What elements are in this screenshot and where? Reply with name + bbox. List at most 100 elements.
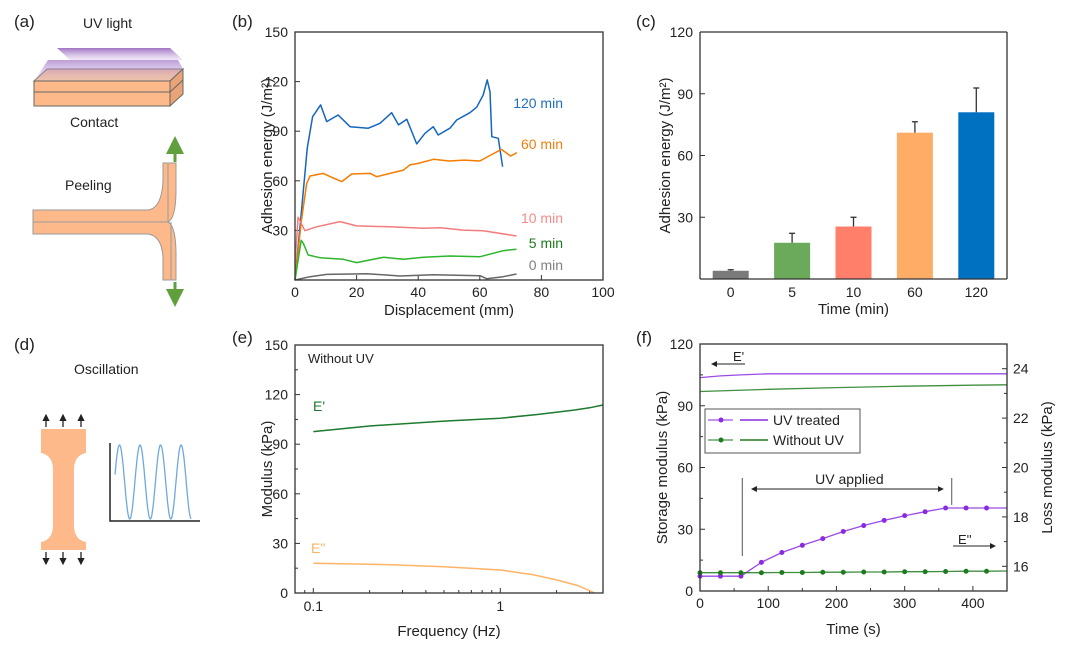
data-point-without-uv-loss bbox=[984, 568, 990, 574]
y-tick-label: 60 bbox=[272, 173, 288, 189]
data-point-without-uv-loss bbox=[922, 569, 928, 575]
data-point-without-uv-loss bbox=[799, 569, 805, 575]
chart-f: (f) 0 30 60 90 120 16 18 20 22 24 0 100 200 300 400 Time… bbox=[636, 328, 1056, 638]
series-label-0-min: 0 min bbox=[529, 257, 563, 273]
y-right-tick-label: 22 bbox=[1013, 410, 1029, 426]
x-axis-label: Time (min) bbox=[818, 301, 889, 318]
series-line-without-uv-storage bbox=[699, 384, 1008, 393]
data-point-without-uv-loss bbox=[861, 569, 867, 575]
plot-frame bbox=[294, 344, 604, 594]
series-line-without-uv-loss bbox=[700, 570, 1008, 574]
x-tick-label: 100 bbox=[757, 595, 781, 611]
y-right-tick-label: 20 bbox=[1013, 460, 1029, 476]
y-axis-label: Modulus (kPa) bbox=[259, 421, 276, 518]
series-line-uv-treated-storage bbox=[699, 373, 1007, 379]
sine-wave bbox=[114, 444, 192, 520]
y-tick-label: 30 bbox=[677, 209, 693, 225]
series-label-e-prime: E' bbox=[313, 398, 325, 414]
panel-a-tag: (a) bbox=[14, 12, 35, 31]
data-point-without-uv-loss bbox=[881, 569, 887, 575]
y-tick-label: 120 bbox=[265, 74, 289, 90]
chart-c: (c) 30 60 90 120 0 5 10 60 120 Time (min) Adhesion … bbox=[636, 12, 1008, 318]
y-tick-label: 0 bbox=[685, 583, 693, 599]
x-tick-label: 120 bbox=[965, 284, 989, 300]
x-tick-label: 40 bbox=[410, 284, 426, 300]
peeling-illustration bbox=[32, 136, 184, 307]
data-point-without-uv-loss bbox=[963, 568, 969, 574]
contact-label: Contact bbox=[70, 114, 118, 130]
y-tick-label: 90 bbox=[677, 86, 693, 102]
data-point-without-uv-loss bbox=[840, 569, 846, 575]
x-tick-label: 10 bbox=[846, 284, 862, 300]
x-tick-label: 60 bbox=[907, 284, 923, 300]
y-axis-label: Adhesion energy (J/m²) bbox=[259, 78, 276, 234]
y-tick-label: 0 bbox=[280, 585, 288, 601]
peeling-label: Peeling bbox=[65, 177, 112, 193]
chart-b: (b) 30 60 90 120 150 0 20 40 60 80 100 Displacement … bbox=[232, 12, 615, 319]
x-tick-label: 80 bbox=[534, 284, 550, 300]
data-point-without-uv-loss bbox=[779, 569, 785, 575]
data-point-uv-treated-loss bbox=[717, 573, 723, 579]
x-axis-label: Displacement (mm) bbox=[384, 302, 514, 319]
bar-120 bbox=[958, 112, 995, 280]
annotation-e-prime: E' bbox=[733, 349, 744, 364]
data-point-uv-treated-loss bbox=[943, 505, 949, 511]
x-tick-label: 0.1 bbox=[304, 598, 324, 614]
data-point-uv-treated-loss bbox=[779, 549, 785, 555]
contact-block-illustration bbox=[32, 48, 185, 108]
legend-marker-dot bbox=[718, 437, 724, 443]
series-line-5-min bbox=[294, 239, 517, 281]
y-tick-label: 60 bbox=[677, 148, 693, 164]
oscillation-label: Oscillation bbox=[74, 361, 139, 377]
data-point-uv-treated-loss bbox=[902, 513, 908, 519]
x-tick-label: 5 bbox=[788, 284, 796, 300]
y-tick-label: 30 bbox=[677, 521, 693, 537]
x-tick-label: 1 bbox=[496, 598, 504, 614]
x-tick-label: 0 bbox=[291, 284, 299, 300]
legend-label-uv-treated: UV treated bbox=[773, 412, 840, 428]
panel-d: (d) Oscillation bbox=[14, 335, 200, 566]
legend-label-without-uv: Without UV bbox=[773, 432, 844, 448]
series-line-0-min bbox=[294, 272, 517, 281]
annotation-without-uv: Without UV bbox=[308, 351, 374, 366]
y-tick-label: 60 bbox=[272, 486, 288, 502]
data-point-without-uv-loss bbox=[943, 568, 949, 574]
x-tick-label: 20 bbox=[349, 284, 365, 300]
x-axis-label: Time (s) bbox=[826, 621, 880, 638]
data-point-uv-treated-loss bbox=[861, 523, 867, 529]
x-tick-label: 0 bbox=[727, 284, 735, 300]
y-tick-label: 120 bbox=[265, 387, 289, 403]
y-axis-label: Adhesion energy (J/m²) bbox=[657, 78, 674, 234]
panel-a: (a) UV light Contact Peeling bbox=[14, 12, 185, 307]
y-axis-label: Storage modulus (kPa) bbox=[654, 391, 671, 544]
data-point-uv-treated-loss bbox=[738, 573, 744, 579]
y-right-axis-label: Loss modulus (kPa) bbox=[1039, 401, 1056, 534]
y-right-tick-label: 16 bbox=[1013, 558, 1029, 574]
panel-e-tag: (e) bbox=[232, 328, 253, 347]
uv-light-label: UV light bbox=[83, 15, 132, 31]
series-label-5-min: 5 min bbox=[529, 235, 563, 251]
series-label-60-min: 60 min bbox=[521, 136, 563, 152]
y-tick-label: 30 bbox=[272, 535, 288, 551]
panel-b-tag: (b) bbox=[232, 12, 253, 31]
data-point-uv-treated-loss bbox=[963, 505, 969, 511]
y-tick-label: 120 bbox=[670, 24, 694, 40]
annotation-e-double-prime: E'' bbox=[958, 532, 972, 547]
y-right-tick-label: 24 bbox=[1013, 361, 1029, 377]
plot-frame bbox=[294, 31, 604, 281]
x-tick-label: 200 bbox=[825, 595, 849, 611]
data-point-uv-treated-loss bbox=[881, 517, 887, 523]
panel-c-tag: (c) bbox=[636, 12, 656, 31]
y-tick-label: 150 bbox=[265, 337, 289, 353]
y-tick-label: 60 bbox=[677, 460, 693, 476]
y-tick-label: 90 bbox=[272, 123, 288, 139]
data-point-uv-treated-loss bbox=[820, 536, 826, 542]
plot-frame bbox=[699, 343, 1008, 592]
series-line-uv-treated-loss bbox=[700, 507, 1007, 577]
legend: UV treated Without UV bbox=[704, 408, 861, 454]
x-tick-label: 60 bbox=[472, 284, 488, 300]
bar-60 bbox=[896, 132, 933, 279]
legend-box bbox=[704, 408, 861, 454]
dogbone-specimen bbox=[41, 429, 86, 550]
